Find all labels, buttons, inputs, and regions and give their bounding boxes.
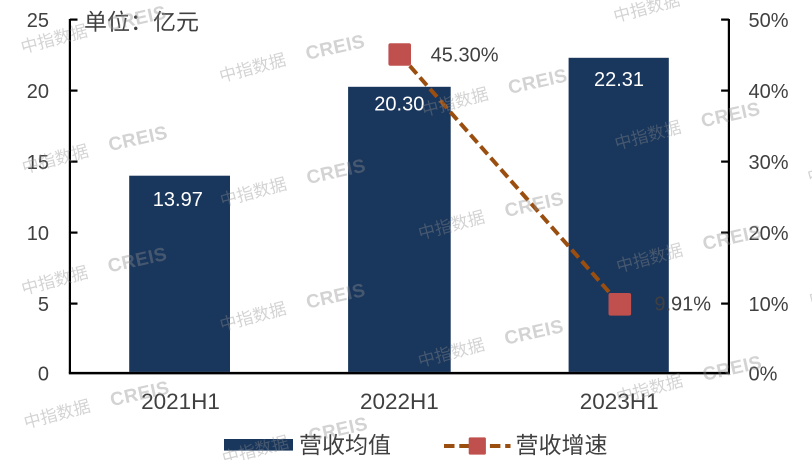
svg-text:10: 10 (27, 223, 49, 245)
svg-text:25: 25 (27, 10, 49, 32)
svg-text:9.91%: 9.91% (654, 294, 711, 316)
svg-text:10%: 10% (749, 294, 789, 316)
svg-text:20: 20 (27, 81, 49, 103)
svg-text:50%: 50% (749, 10, 789, 32)
svg-text:0: 0 (38, 363, 49, 385)
svg-text:5: 5 (38, 294, 49, 316)
svg-text:13.97: 13.97 (153, 189, 203, 211)
svg-text:22.31: 22.31 (594, 69, 644, 91)
svg-text:20.30: 20.30 (374, 94, 424, 116)
svg-text:45.30%: 45.30% (431, 45, 499, 67)
svg-text:40%: 40% (749, 81, 789, 103)
svg-text:2022H1: 2022H1 (360, 389, 439, 414)
svg-text:30%: 30% (749, 152, 789, 174)
